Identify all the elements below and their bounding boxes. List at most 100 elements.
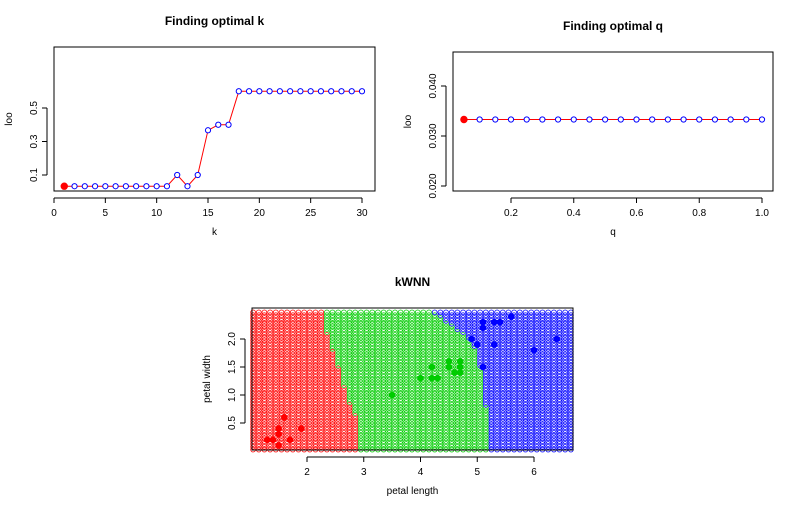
region-cell-versicolor xyxy=(346,340,353,347)
region-cell-virginica xyxy=(477,309,483,316)
region-cell-versicolor xyxy=(386,326,393,333)
data-point xyxy=(696,116,703,123)
region-cell-versicolor xyxy=(465,415,472,422)
region-cell-versicolor xyxy=(392,415,398,422)
region-cell-setosa xyxy=(301,413,308,419)
region-cell-versicolor xyxy=(454,382,461,389)
region-cell-virginica xyxy=(499,362,506,369)
region-cell-versicolor xyxy=(409,331,415,338)
region-cell-versicolor xyxy=(431,441,438,447)
training-point-setosa xyxy=(275,425,282,432)
region-cell-setosa xyxy=(267,334,273,341)
region-cell-versicolor xyxy=(426,421,432,428)
region-cell-setosa xyxy=(267,379,273,386)
data-point xyxy=(225,121,232,128)
region-cell-versicolor xyxy=(465,357,472,363)
region-cell-setosa xyxy=(318,365,325,372)
region-cell-virginica xyxy=(494,427,500,433)
region-cell-virginica xyxy=(556,413,563,419)
region-cell-virginica xyxy=(511,424,517,431)
region-cell-versicolor xyxy=(352,373,359,380)
region-cell-virginica xyxy=(528,410,534,417)
region-cell-setosa xyxy=(318,359,325,366)
region-cell-setosa xyxy=(261,329,268,335)
region-cell-virginica xyxy=(562,312,568,319)
region-cell-virginica xyxy=(516,331,523,338)
region-cell-virginica xyxy=(488,362,495,369)
region-cell-virginica xyxy=(488,345,495,352)
region-cell-versicolor xyxy=(426,415,432,422)
region-cell-versicolor xyxy=(380,371,387,377)
region-cell-versicolor xyxy=(431,393,438,400)
region-cell-versicolor xyxy=(369,317,376,324)
region-cell-virginica xyxy=(488,312,495,319)
region-cell-versicolor xyxy=(329,340,336,347)
region-cell-versicolor xyxy=(346,331,353,338)
region-cell-versicolor xyxy=(409,421,415,428)
region-cell-virginica xyxy=(533,387,540,394)
region-cell-setosa xyxy=(255,343,262,349)
region-cell-setosa xyxy=(255,340,262,347)
region-cell-versicolor xyxy=(358,312,364,319)
region-cell-virginica xyxy=(511,323,517,330)
region-cell-setosa xyxy=(250,432,256,439)
region-cell-versicolor xyxy=(443,345,449,352)
region-cell-setosa xyxy=(255,424,262,431)
region-cell-setosa xyxy=(295,413,302,419)
region-cell-versicolor xyxy=(369,368,376,375)
region-cell-setosa xyxy=(289,424,296,431)
region-cell-versicolor xyxy=(363,309,370,316)
region-cell-setosa xyxy=(301,373,308,380)
region-cell-setosa xyxy=(341,401,347,408)
region-cell-virginica xyxy=(533,399,540,405)
region-cell-versicolor xyxy=(414,362,421,369)
region-cell-setosa xyxy=(289,407,296,414)
region-cell-virginica xyxy=(516,407,523,414)
region-cell-setosa xyxy=(335,432,342,439)
region-cell-versicolor xyxy=(352,320,359,327)
region-cell-setosa xyxy=(267,393,273,400)
region-cell-versicolor xyxy=(420,415,427,422)
region-cell-virginica xyxy=(494,312,500,319)
region-cell-versicolor xyxy=(375,359,381,366)
region-cell-versicolor xyxy=(392,343,398,349)
region-cell-versicolor xyxy=(369,385,376,391)
data-point xyxy=(507,116,515,123)
region-cell-versicolor xyxy=(380,396,387,403)
training-point-versicolor xyxy=(456,363,464,371)
region-cell-virginica xyxy=(556,435,563,442)
region-cell-versicolor xyxy=(482,438,489,445)
region-cell-versicolor xyxy=(386,404,393,411)
region-cell-setosa xyxy=(278,343,285,349)
region-cell-virginica xyxy=(551,385,557,391)
region-cell-versicolor xyxy=(363,410,370,417)
region-cell-setosa xyxy=(278,401,285,408)
region-cell-virginica xyxy=(551,309,557,316)
region-cell-virginica xyxy=(505,368,512,375)
region-cell-setosa xyxy=(341,387,347,394)
training-point-setosa xyxy=(263,436,271,444)
region-cell-virginica xyxy=(522,435,529,442)
region-cell-setosa xyxy=(255,326,262,333)
region-cell-versicolor xyxy=(341,317,347,324)
region-cell-versicolor xyxy=(369,379,376,386)
y-tick-label: 0.3 xyxy=(29,134,40,148)
region-cell-virginica xyxy=(533,413,540,419)
region-cell-versicolor xyxy=(392,443,398,450)
region-cell-setosa xyxy=(278,340,285,347)
region-cell-virginica xyxy=(539,340,546,347)
training-point-setosa xyxy=(269,436,277,444)
region-cell-virginica xyxy=(516,424,523,431)
region-cell-versicolor xyxy=(369,357,376,363)
region-cell-versicolor xyxy=(426,390,432,397)
region-cell-setosa xyxy=(329,424,336,431)
region-cell-virginica xyxy=(482,399,489,405)
region-cell-virginica xyxy=(551,320,557,327)
region-cell-virginica xyxy=(533,368,540,375)
region-cell-versicolor xyxy=(363,312,370,319)
region-cell-versicolor xyxy=(437,329,444,335)
region-cell-versicolor xyxy=(420,323,427,330)
region-cell-setosa xyxy=(329,357,336,363)
region-cell-virginica xyxy=(454,315,461,321)
region-cell-versicolor xyxy=(392,373,398,380)
